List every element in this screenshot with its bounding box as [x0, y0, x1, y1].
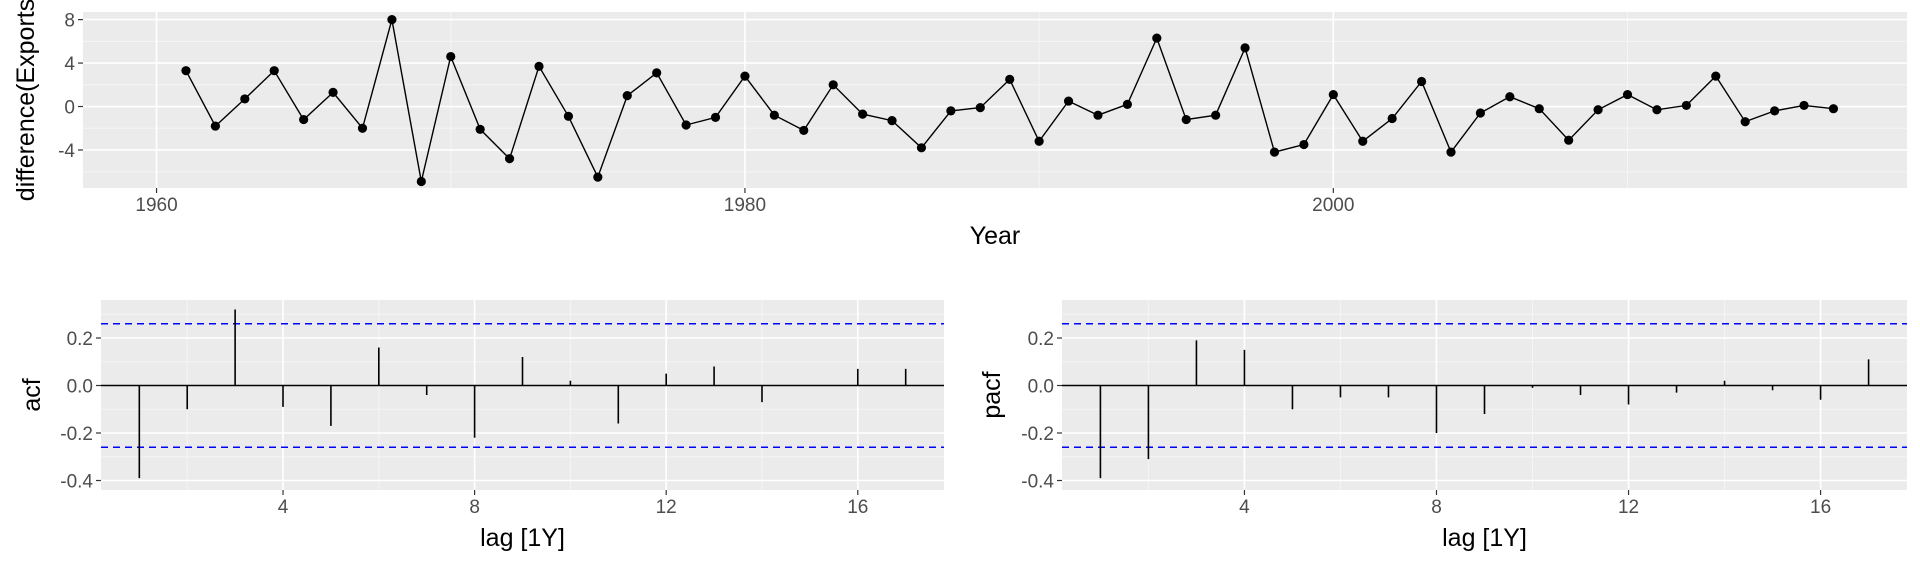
data-point: [946, 106, 956, 116]
data-point: [1770, 106, 1780, 116]
plot-background: [101, 300, 944, 490]
data-point: [475, 124, 485, 134]
data-point: [1005, 74, 1015, 84]
data-point: [1093, 110, 1103, 120]
data-point: [1240, 43, 1250, 53]
y-axis-title: pacf: [978, 371, 1006, 418]
data-point: [1328, 89, 1338, 100]
y-tick-label: 0.2: [67, 329, 93, 350]
data-point: [652, 68, 662, 78]
data-point: [299, 114, 309, 125]
data-point: [1416, 76, 1427, 87]
x-tick-label: 12: [656, 497, 677, 518]
y-tick-label: -0.4: [1021, 472, 1054, 493]
y-tick-label: 4: [64, 54, 75, 75]
y-tick-label: -4: [58, 141, 75, 162]
data-point: [1740, 117, 1750, 127]
panel-time-series: 1960 1980 2000 -4 0 4 8 Year difference(Exports: [12, 0, 1907, 250]
data-point: [1181, 114, 1191, 125]
data-point: [799, 125, 809, 136]
x-tick-label: 16: [1810, 497, 1831, 518]
data-point: [1681, 100, 1691, 111]
data-point: [387, 15, 397, 25]
data-point: [710, 112, 721, 122]
data-point: [593, 172, 603, 182]
x-tick-label: 1960: [135, 195, 177, 216]
x-axis-title: lag [1Y]: [1442, 524, 1527, 552]
x-tick-label: 1980: [724, 195, 766, 216]
data-point: [357, 123, 368, 133]
data-point: [887, 116, 897, 126]
y-axis-title: difference(Exports: [12, 0, 40, 201]
x-tick-label: 8: [1431, 497, 1442, 518]
data-point: [1622, 89, 1633, 100]
data-point: [534, 61, 544, 71]
x-tick-label: 8: [469, 497, 480, 518]
x-axis-title: Year: [970, 222, 1021, 250]
y-tick-label: -0.4: [60, 472, 93, 493]
x-tick-label: 12: [1618, 497, 1639, 518]
data-point: [1063, 96, 1074, 106]
data-point: [1534, 104, 1544, 114]
data-point: [181, 66, 191, 76]
x-tick-label: 4: [278, 497, 289, 518]
y-tick-label: 8: [64, 11, 75, 32]
data-point: [1593, 105, 1603, 115]
data-point: [1446, 147, 1456, 157]
data-point: [1211, 110, 1221, 120]
data-point: [1358, 136, 1368, 146]
data-point: [328, 87, 338, 97]
x-axis-title: lag [1Y]: [480, 524, 565, 552]
data-point: [1299, 139, 1309, 150]
x-tick-label: 16: [847, 497, 868, 518]
y-tick-label: 0.0: [67, 377, 93, 398]
y-tick-label: 0.2: [1028, 329, 1054, 350]
panel-acf: 4 8 12 16 -0.4 -0.2 0.0 0.2 lag [1Y] acf: [18, 300, 944, 552]
data-point: [1505, 92, 1515, 102]
data-point: [681, 120, 691, 130]
y-tick-label: -0.2: [1021, 424, 1054, 445]
data-point: [828, 80, 838, 90]
data-point: [210, 121, 220, 131]
panel-pacf: 4 8 12 16 -0.4 -0.2 0.0 0.2 lag [1Y] pacf: [978, 300, 1907, 552]
data-point: [769, 110, 779, 120]
plot-background: [83, 12, 1907, 188]
data-point: [740, 71, 750, 81]
x-tick-label: 4: [1239, 497, 1250, 518]
data-point: [1122, 99, 1132, 109]
data-point: [1152, 33, 1162, 43]
y-axis-title: acf: [18, 378, 46, 411]
data-point: [1034, 136, 1044, 146]
data-point: [269, 66, 279, 76]
data-point: [1799, 100, 1809, 111]
data-point: [240, 94, 250, 104]
data-point: [563, 111, 574, 121]
data-point: [504, 154, 515, 164]
data-point: [416, 176, 426, 187]
data-point: [975, 103, 985, 113]
data-point: [1564, 135, 1574, 145]
data-point: [622, 91, 632, 101]
y-tick-label: -0.2: [60, 424, 93, 445]
data-point: [1828, 104, 1839, 114]
data-point: [1711, 71, 1721, 81]
y-tick-label: 0.0: [1028, 377, 1054, 398]
data-point: [916, 143, 927, 153]
data-point: [1475, 108, 1486, 118]
data-point: [1652, 105, 1662, 115]
data-point: [446, 51, 456, 62]
data-point: [1269, 147, 1280, 157]
data-point: [1387, 113, 1397, 124]
x-tick-label: 2000: [1312, 195, 1354, 216]
y-tick-label: 0: [64, 98, 75, 119]
data-point: [858, 109, 868, 119]
